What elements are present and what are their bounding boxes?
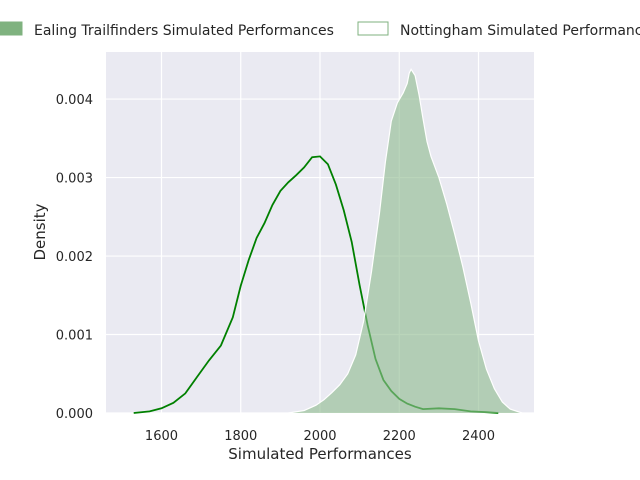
legend-swatch-ealing [0, 21, 23, 36]
y-tick-label: 0.003 [56, 172, 93, 187]
x-axis-label: Simulated Performances [228, 445, 412, 463]
x-tick-label: 1600 [145, 429, 178, 444]
y-tick-label: 0.004 [56, 93, 93, 108]
x-tick-label: 2400 [462, 429, 495, 444]
y-axis-label: Density [31, 203, 49, 260]
legend-swatch-nottingham [357, 21, 389, 36]
series-layer [133, 68, 523, 414]
legend-label-nottingham: Nottingham Simulated Performances [400, 23, 640, 39]
x-tick-labels: 1600 1800 2000 2200 2400 [145, 429, 495, 444]
y-tick-labels: 0.000 0.001 0.002 0.003 0.004 [56, 93, 93, 422]
legend: Ealing Trailfinders Simulated Performanc… [0, 21, 640, 39]
y-tick-label: 0.001 [56, 329, 93, 344]
x-tick-label: 2000 [303, 429, 336, 444]
x-tick-label: 1800 [224, 429, 257, 444]
nottingham-density-outline [288, 68, 523, 414]
x-tick-label: 2200 [383, 429, 416, 444]
y-tick-label: 0.000 [56, 407, 93, 422]
legend-label-ealing: Ealing Trailfinders Simulated Performanc… [34, 23, 334, 39]
nottingham-density-area [288, 69, 523, 414]
y-tick-label: 0.002 [56, 250, 93, 265]
